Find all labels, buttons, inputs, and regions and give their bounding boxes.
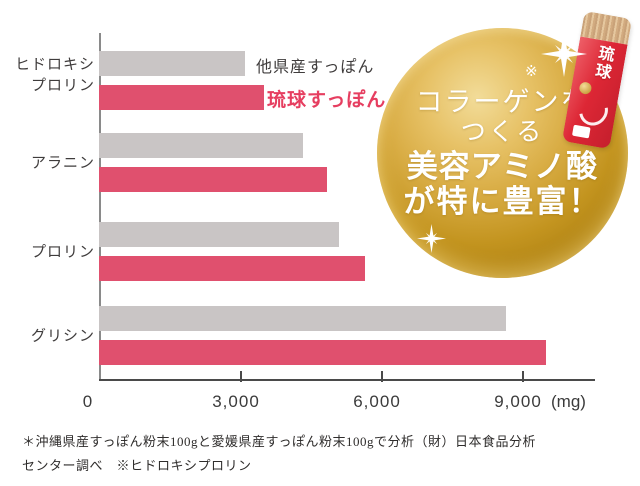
category-label: アラニン — [30, 154, 95, 171]
x-axis-tick-label: 9,000 — [494, 392, 542, 411]
footnote-line-1: ＊沖縄県産すっぽん粉末100gと愛媛県産すっぽん粉末100gで分析（財）日本食品… — [22, 434, 536, 449]
bar-gray — [99, 222, 339, 247]
bar-red — [99, 85, 264, 110]
packet-gold-emblem-icon — [578, 81, 593, 96]
x-axis-tick — [381, 371, 383, 382]
sparkle-icon — [417, 224, 446, 253]
x-axis-tick-label: 3,000 — [212, 392, 260, 411]
axis-unit-label: (mg) — [551, 392, 586, 411]
x-axis-line — [99, 379, 595, 381]
legend-label-ryukyu: 琉球すっぽん — [267, 90, 387, 111]
footnote-line-2: センター調べ ※ヒドロキシプロリン — [22, 458, 252, 473]
badge-reference-mark: ※ — [525, 64, 538, 80]
footnote: ＊沖縄県産すっぽん粉末100gと愛媛県産すっぽん粉末100gで分析（財）日本食品… — [22, 430, 622, 478]
category-label: グリシン — [30, 327, 95, 344]
category-label: プロリン — [30, 243, 95, 260]
packet-brand-text: 琉球 — [591, 43, 615, 82]
sparkle-icon — [541, 31, 587, 77]
x-axis-tick-label: 0 — [82, 392, 94, 411]
bar-gray — [99, 306, 506, 331]
badge-line-1: コラーゲンを — [415, 87, 590, 117]
bar-red — [99, 167, 327, 192]
badge-line-4: が特に豊富！ — [403, 184, 602, 219]
x-axis-tick — [240, 371, 242, 382]
bar-red — [99, 340, 546, 365]
x-axis-tick — [522, 371, 524, 382]
y-axis-line — [99, 33, 101, 381]
badge-line-3: 美容アミノ酸 — [406, 149, 599, 184]
bar-gray — [99, 51, 245, 76]
bar-gray — [99, 133, 303, 158]
legend-label-other-prefecture: 他県産すっぽん — [256, 59, 375, 76]
x-axis-tick-label: 6,000 — [353, 392, 401, 411]
badge-line-2: つくる — [460, 119, 545, 146]
packet-bottom-label — [571, 124, 591, 139]
category-label: ヒドロキシ プロリン — [14, 55, 95, 94]
bar-red — [99, 256, 365, 281]
